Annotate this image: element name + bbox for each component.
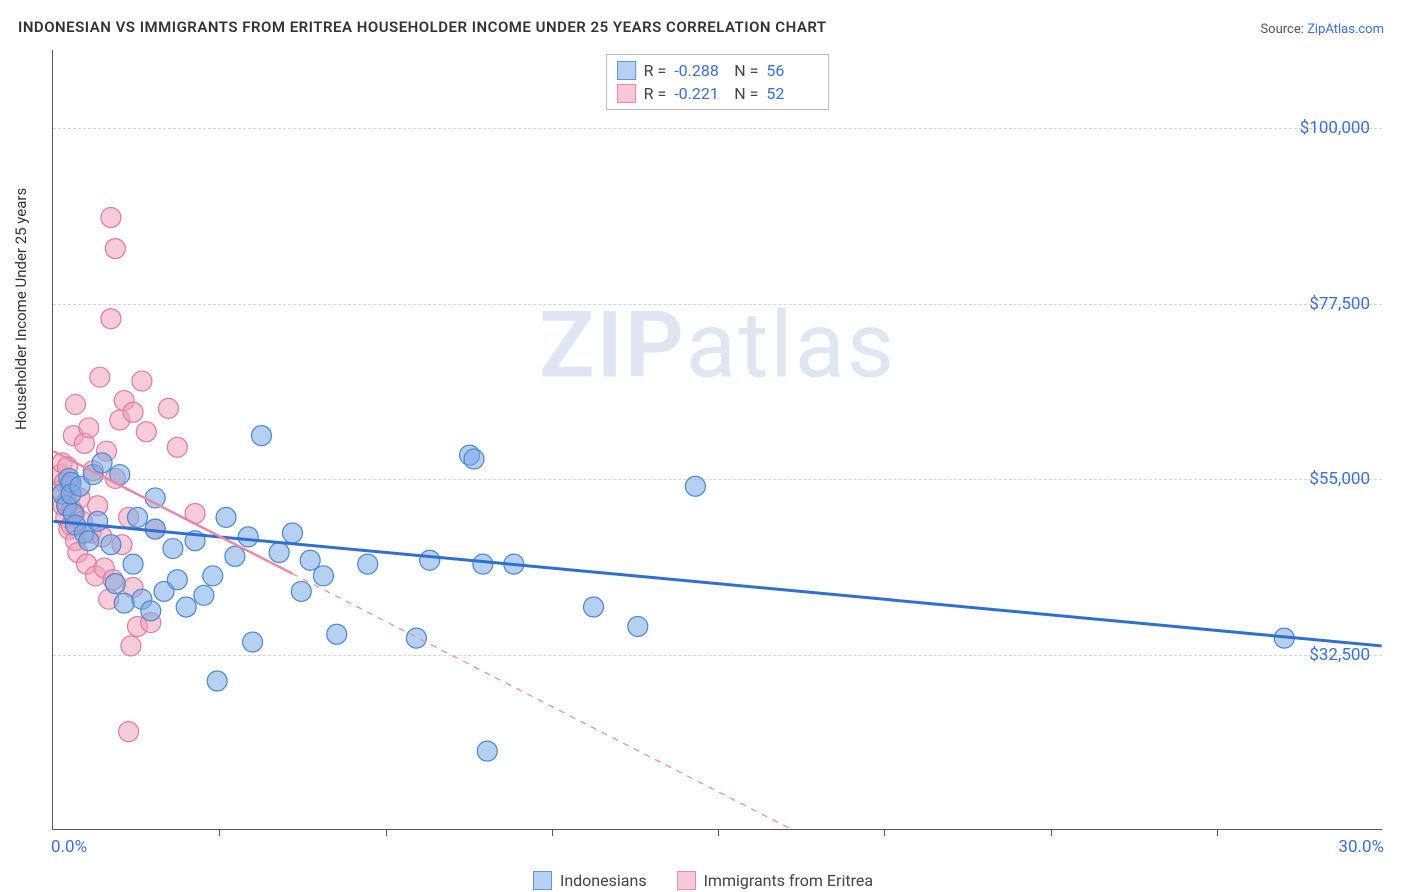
data-point	[79, 418, 99, 438]
data-point	[216, 507, 236, 527]
r-value: -0.288	[674, 61, 726, 80]
x-axis-max-label: 30.0%	[1338, 837, 1384, 857]
plot-area: ZIPatlas $32,500$55,000$77,500$100,000 R…	[52, 50, 1382, 830]
r-label: R =	[644, 61, 667, 80]
data-point	[121, 636, 141, 656]
x-tick	[884, 829, 885, 836]
data-point	[132, 371, 152, 391]
data-point	[464, 449, 484, 469]
x-tick	[718, 829, 719, 836]
data-point	[119, 722, 139, 742]
data-point	[123, 554, 143, 574]
r-value: -0.221	[674, 84, 726, 103]
data-point	[477, 741, 497, 761]
data-point	[158, 398, 178, 418]
chart-svg	[53, 50, 1382, 829]
legend-swatch	[533, 871, 552, 890]
data-point	[105, 574, 125, 594]
data-point	[145, 488, 165, 508]
n-value: 56	[766, 61, 818, 80]
x-tick	[1051, 829, 1052, 836]
y-axis-label: Householder Income Under 25 years	[12, 188, 30, 430]
data-point	[291, 581, 311, 601]
bottom-legend: Indonesians Immigrants from Eritrea	[533, 871, 873, 890]
data-point	[406, 628, 426, 648]
data-point	[238, 527, 258, 547]
data-point	[136, 422, 156, 442]
source-credit: Source: ZipAtlas.com	[1260, 22, 1384, 37]
trend-line-extrapolated	[292, 574, 806, 829]
data-point	[313, 566, 333, 586]
data-point	[194, 585, 214, 605]
data-point	[167, 570, 187, 590]
trend-line	[53, 521, 1381, 646]
data-point	[88, 511, 108, 531]
data-point	[127, 507, 147, 527]
data-point	[90, 367, 110, 387]
data-point	[282, 523, 302, 543]
source-link[interactable]: ZipAtlas.com	[1307, 22, 1384, 37]
legend-swatch	[617, 84, 636, 103]
data-point	[101, 535, 121, 555]
x-tick	[386, 829, 387, 836]
data-point	[584, 597, 604, 617]
n-label: N =	[734, 61, 758, 80]
n-value: 52	[766, 84, 818, 103]
chart-title: INDONESIAN VS IMMIGRANTS FROM ERITREA HO…	[18, 18, 827, 36]
data-point	[167, 437, 187, 457]
data-point	[251, 426, 271, 446]
n-label: N =	[734, 84, 758, 103]
data-point	[66, 394, 86, 414]
data-point	[207, 671, 227, 691]
data-point	[101, 309, 121, 329]
data-point	[123, 402, 143, 422]
data-point	[114, 593, 134, 613]
data-point	[163, 539, 183, 559]
data-point	[473, 554, 493, 574]
data-point	[105, 239, 125, 259]
data-point	[243, 632, 263, 652]
legend-swatch	[677, 871, 696, 890]
data-point	[327, 624, 347, 644]
stats-row: R = -0.288 N = 56	[617, 59, 819, 82]
legend-label: Indonesians	[560, 871, 647, 890]
data-point	[685, 476, 705, 496]
x-tick	[219, 829, 220, 836]
data-point	[628, 616, 648, 636]
stats-row: R = -0.221 N = 52	[617, 82, 819, 105]
data-point	[92, 453, 112, 473]
x-tick	[1217, 829, 1218, 836]
data-point	[176, 597, 196, 617]
data-point	[101, 207, 121, 227]
legend-item: Immigrants from Eritrea	[677, 871, 873, 890]
x-axis-min-label: 0.0%	[51, 837, 87, 857]
data-point	[269, 542, 289, 562]
data-point	[203, 566, 223, 586]
r-label: R =	[644, 84, 667, 103]
legend-label: Immigrants from Eritrea	[704, 871, 873, 890]
data-point	[141, 601, 161, 621]
stats-legend-box: R = -0.288 N = 56 R = -0.221 N = 52	[606, 54, 830, 110]
legend-swatch	[617, 61, 636, 80]
data-point	[79, 531, 99, 551]
data-point	[358, 554, 378, 574]
data-point	[300, 550, 320, 570]
source-label: Source:	[1260, 22, 1303, 37]
data-point	[225, 546, 245, 566]
x-tick	[552, 829, 553, 836]
legend-item: Indonesians	[533, 871, 647, 890]
data-point	[420, 550, 440, 570]
